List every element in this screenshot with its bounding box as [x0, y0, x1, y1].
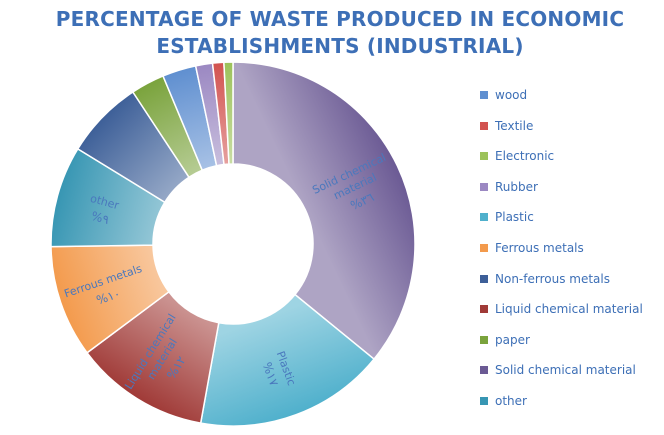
chart-title: PERCENTAGE OF WASTE PRODUCED IN ECONOMIC…: [30, 6, 650, 60]
legend-item-solid-chemical-material: Solid chemical material: [480, 360, 636, 380]
legend-item-rubber: Rubber: [480, 177, 538, 197]
legend-swatch: [480, 182, 488, 191]
chart-title-line-1: PERCENTAGE OF WASTE PRODUCED IN ECONOMIC: [55, 7, 625, 31]
legend-swatch: [480, 274, 488, 283]
legend-item-paper: paper: [480, 330, 530, 350]
legend-swatch: [480, 366, 488, 375]
legend-label: Electronic: [495, 149, 555, 164]
slice-percentage-text: %٩: [90, 209, 111, 227]
legend-item-ferrous-metals: Ferrous metals: [480, 238, 584, 258]
legend-item-wood: wood: [480, 85, 527, 105]
legend-label: Non-ferrous metals: [495, 271, 610, 286]
legend-label: wood: [495, 88, 528, 102]
legend-swatch: [480, 305, 488, 314]
legend-swatch: [480, 152, 488, 161]
legend-label: Solid chemical material: [495, 363, 636, 378]
legend-swatch: [480, 121, 488, 130]
slice-label-other: other%٩: [89, 192, 121, 227]
legend-swatch: [480, 335, 488, 344]
legend-swatch: [480, 213, 488, 222]
legend-label: Textile: [495, 118, 534, 133]
chart-title-line-2: ESTABLISHMENTS (INDUSTRIAL): [156, 34, 524, 58]
legend-label: other: [495, 394, 527, 408]
legend-item-electronic: Electronic: [480, 146, 554, 166]
legend-label: Rubber: [495, 179, 538, 194]
legend-label: paper: [495, 332, 530, 347]
slice-electronic: [223, 61, 234, 165]
slices-group: [50, 61, 416, 427]
legend-label: Ferrous metals: [495, 241, 584, 255]
legend-swatch: [480, 397, 488, 405]
legend-swatch: [480, 91, 488, 99]
slice-plastic: [199, 293, 376, 427]
legend-item-liquid-chemical-material: Liquid chemical material: [480, 299, 643, 319]
legend-item-textile: Textile: [480, 116, 533, 136]
legend-item-non-ferrous-metals: Non-ferrous metals: [480, 269, 610, 289]
donut-chart: Solid chemicalmaterial%٣٦Plastic%١٧Liqui…: [50, 61, 416, 427]
legend-item-plastic: Plastic: [480, 207, 534, 227]
legend-swatch: [480, 244, 488, 252]
legend-label: Plastic: [495, 210, 534, 225]
legend-label: Liquid chemical material: [495, 302, 643, 317]
slice-solid-chemical-material: [232, 61, 416, 361]
legend-item-other: other: [480, 391, 527, 411]
